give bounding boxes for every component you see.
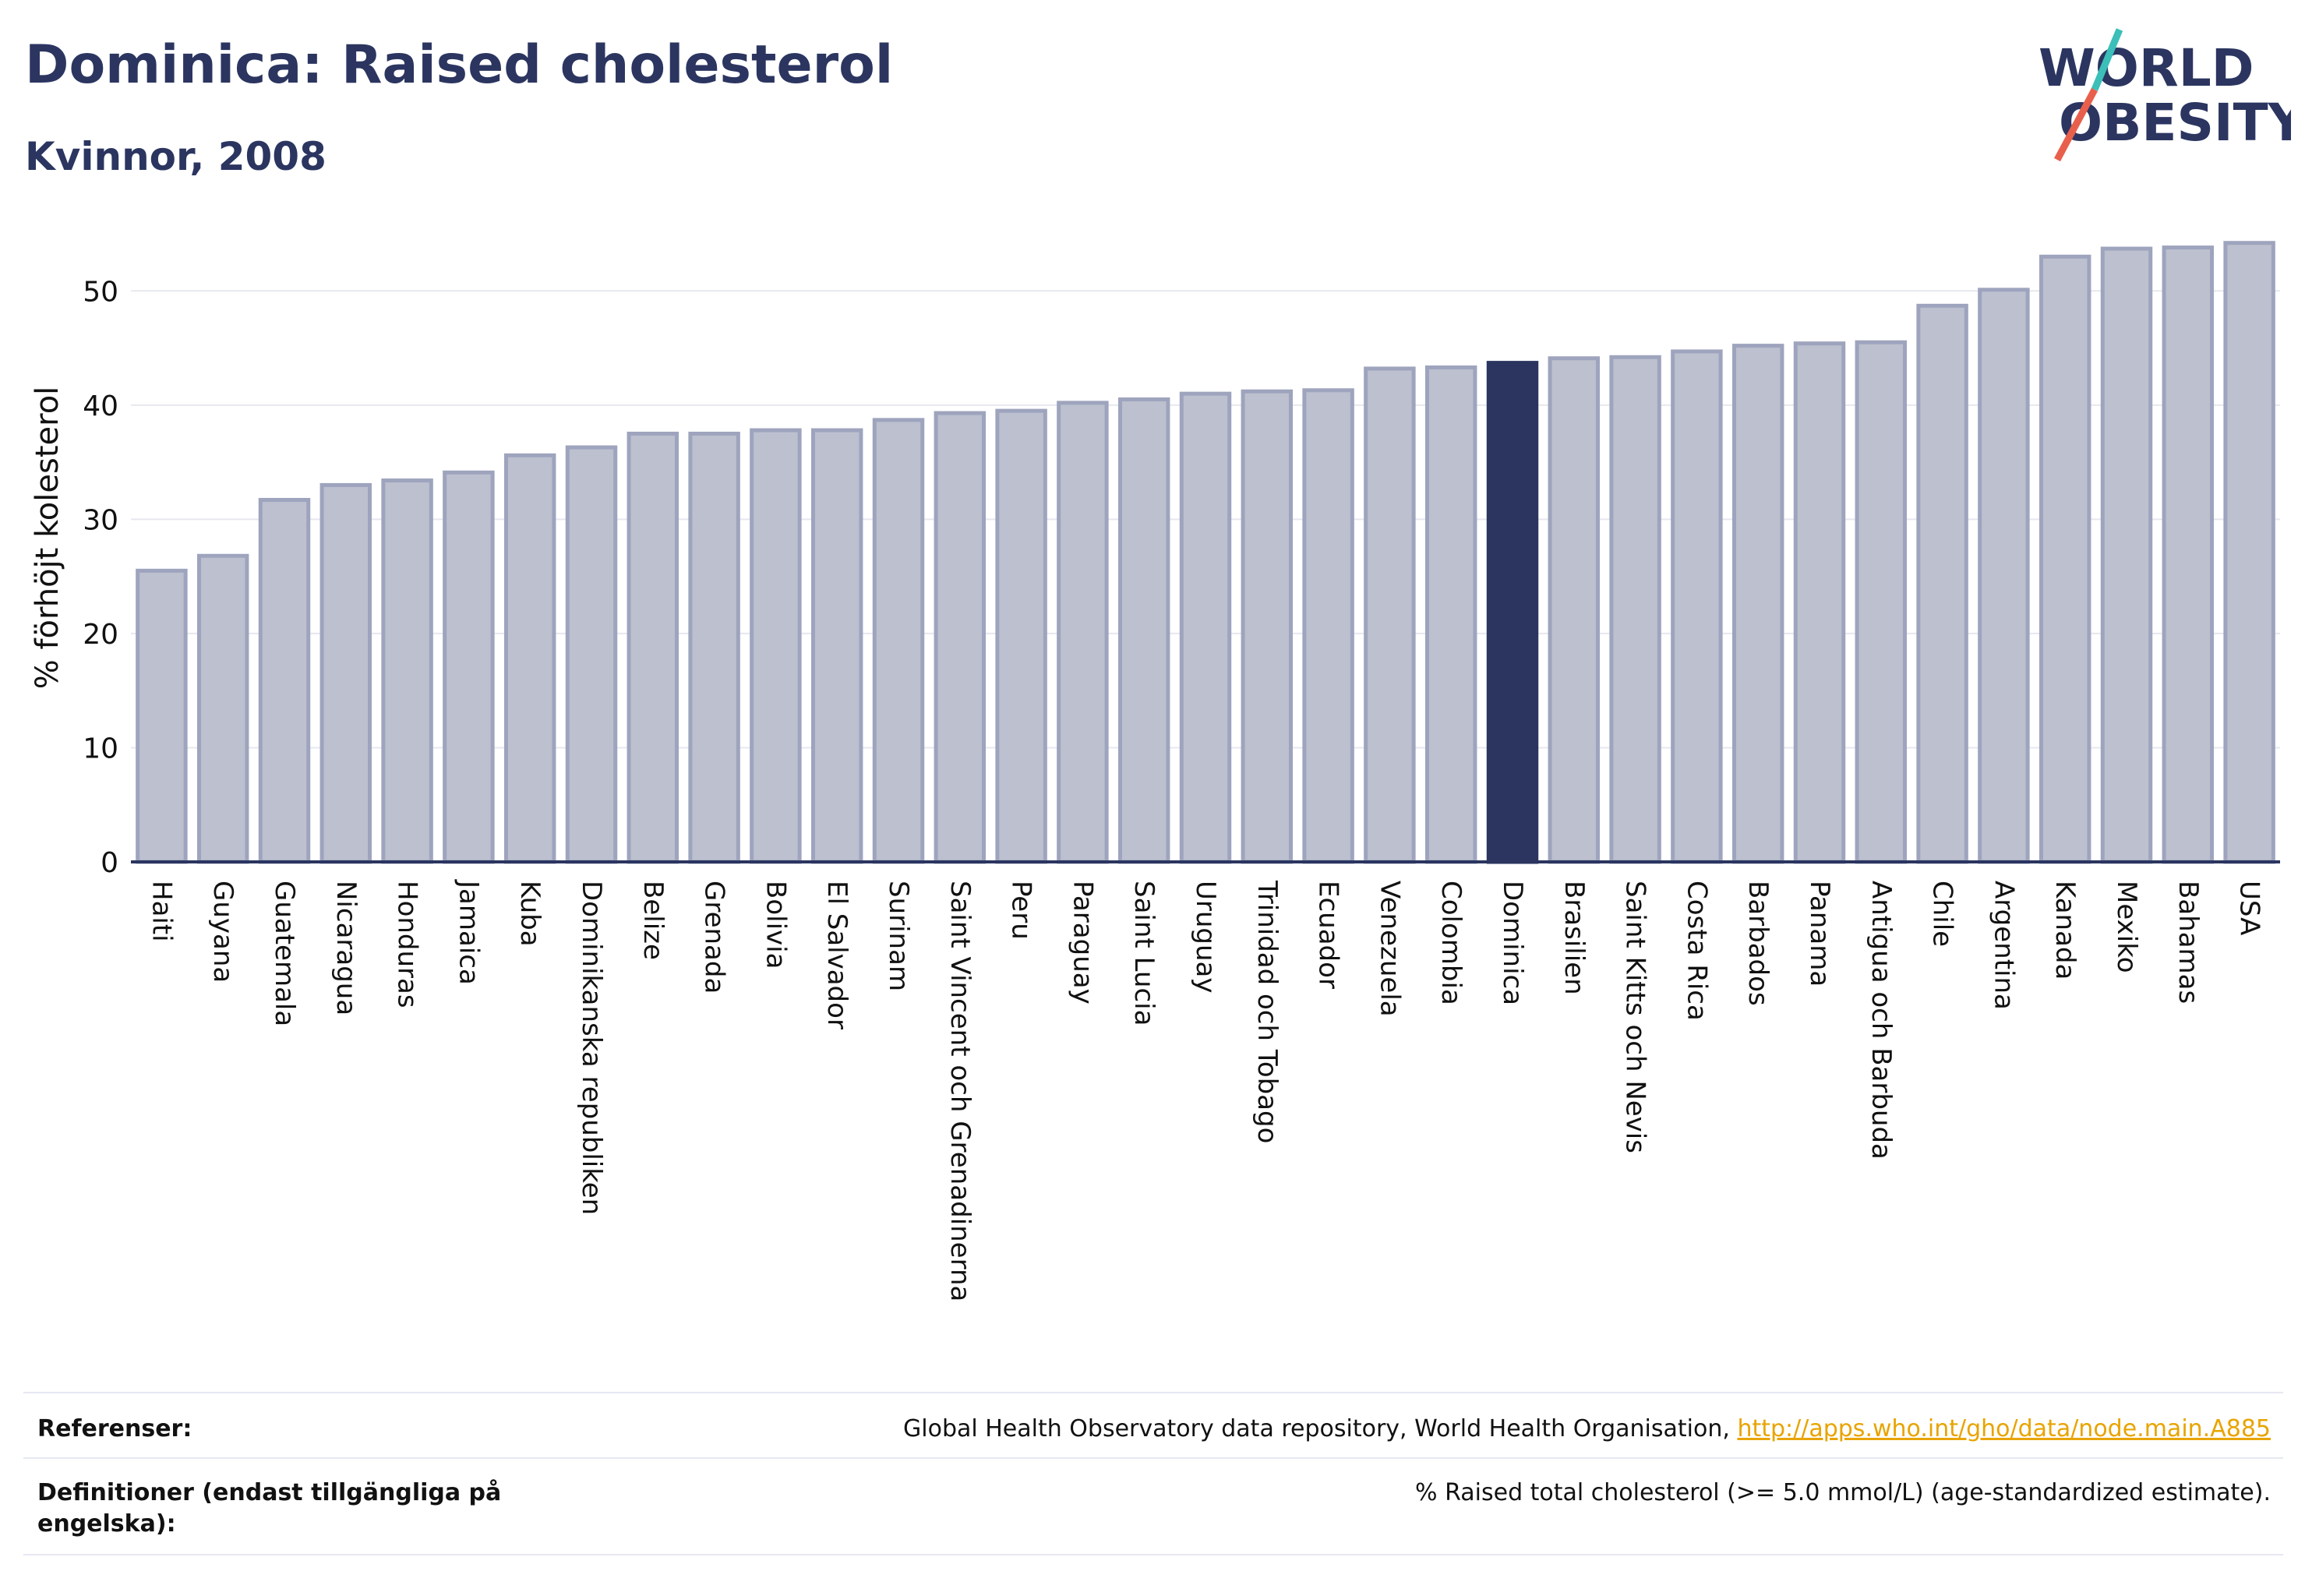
y-tick-label: 30 (83, 504, 118, 536)
x-tick-label: Chile (1927, 881, 1958, 947)
x-tick-label: Peru (1006, 881, 1037, 940)
y-tick-label: 10 (83, 733, 118, 764)
references-label: Referenser: (37, 1415, 192, 1442)
bar (196, 553, 249, 864)
logo-slash-teal (2091, 28, 2123, 91)
x-tick-label: Surinam (883, 881, 914, 991)
x-tick-label: Honduras (392, 881, 423, 1008)
bar (1978, 288, 2030, 864)
x-tick-label: Mexiko (2111, 881, 2142, 973)
bar (688, 431, 740, 864)
bar (995, 408, 1047, 864)
x-tick-label: Costa Rica (1681, 881, 1712, 1021)
y-tick-label: 40 (83, 390, 118, 422)
bar (2223, 241, 2275, 864)
bar (1548, 356, 1601, 864)
references-text: Global Health Observatory data repositor… (903, 1414, 2271, 1445)
references-link[interactable]: http://apps.who.int/gho/data/node.main.A… (1737, 1415, 2271, 1442)
x-tick-label: Guatemala (269, 881, 300, 1026)
y-tick-label: 50 (83, 276, 118, 308)
chart-title: Dominica: Raised cholesterol (25, 34, 894, 96)
bar (319, 482, 372, 864)
bar (258, 497, 311, 864)
footer-divider-bottom (23, 1554, 2283, 1555)
bar (1117, 397, 1170, 864)
bar-highlight (1486, 361, 1539, 864)
bar (1179, 391, 1232, 864)
y-tick-labels: 0 10 20 30 40 50 (83, 276, 118, 879)
bar (565, 445, 618, 864)
x-tick-label: Dominica (1497, 881, 1528, 1005)
references-source: Global Health Observatory data repositor… (903, 1415, 1738, 1442)
x-tick-label: Nicaragua (330, 881, 362, 1015)
bar (1424, 365, 1477, 864)
x-tick-label: Haiti (146, 881, 177, 942)
bar (2162, 245, 2215, 864)
bar (2100, 246, 2153, 864)
y-tick-label: 0 (101, 847, 118, 879)
x-tick-label: Ecuador (1313, 881, 1344, 989)
x-tick-label: Belize (637, 881, 669, 960)
bar (2038, 254, 2091, 864)
bar (1671, 349, 1723, 864)
x-tick-label: Argentina (1988, 881, 2019, 1010)
x-tick-label: USA (2234, 881, 2265, 935)
footer-divider-top (23, 1392, 2283, 1393)
logo-line2: OBESITY (2059, 93, 2291, 153)
bar (1057, 401, 1109, 864)
x-tick-label: Trinidad och Tobago (1251, 880, 1283, 1143)
bar (1364, 366, 1416, 864)
x-tick-label: Kuba (514, 881, 545, 947)
x-tick-label: El Salvador (821, 881, 852, 1029)
bar (1731, 344, 1784, 864)
y-axis-label: % förhöjt kolesterol (30, 387, 65, 690)
bar (1302, 388, 1354, 864)
logo-line1: WORLD (2038, 38, 2254, 98)
bar (872, 418, 925, 864)
bar (381, 478, 433, 864)
bar (750, 428, 802, 864)
x-tick-label: Paraguay (1067, 881, 1098, 1005)
definitions-label: Definitioner (endast tillgängliga på eng… (37, 1479, 502, 1538)
logo-slash-red (2054, 87, 2098, 162)
x-tick-label: Saint Vincent och Grenadinerna (944, 881, 976, 1301)
definitions-text: % Raised total cholesterol (>= 5.0 mmol/… (1415, 1479, 2271, 1506)
x-tick-label: Bolivia (760, 881, 791, 969)
x-tick-label: Dominikanska republiken (576, 881, 607, 1215)
bars (136, 241, 2275, 864)
bar (1916, 303, 1968, 864)
footer-divider-mid (23, 1457, 2283, 1459)
world-obesity-logo: WORLD OBESITY (2038, 28, 2291, 162)
x-tick-label: Barbados (1742, 881, 1774, 1006)
x-tick-labels: Haiti Guyana Guatemala Nicaragua Honduras Jam… (146, 879, 2264, 1301)
x-tick-label: Antigua och Barbuda (1866, 881, 1897, 1160)
bar (136, 568, 188, 864)
bar (810, 428, 863, 864)
bar (503, 453, 556, 864)
x-tick-label: Saint Lucia (1128, 881, 1160, 1026)
x-tick-label: Saint Kitts och Nevis (1620, 881, 1651, 1153)
chart-subtitle: Kvinnor, 2008 (25, 134, 327, 179)
bar (1609, 355, 1661, 864)
x-tick-label: Brasilien (1558, 881, 1590, 995)
bar (1241, 389, 1294, 864)
bar-chart: 0 10 20 30 40 50 Haiti Guyana Guatemala Nicaragu… (30, 241, 2280, 1301)
x-tick-label: Colombia (1435, 881, 1467, 1005)
x-tick-label: Uruguay (1190, 881, 1221, 994)
x-tick-label: Venezuela (1374, 881, 1405, 1017)
x-tick-label: Kanada (2049, 881, 2081, 980)
x-tick-label: Bahamas (2173, 881, 2204, 1004)
y-tick-label: 20 (83, 619, 118, 651)
bar (1793, 341, 1846, 864)
x-tick-label: Guyana (207, 881, 238, 983)
x-tick-label: Jamaica (453, 879, 484, 985)
x-tick-label: Grenada (699, 881, 730, 994)
bar (627, 431, 679, 864)
bar (934, 411, 987, 864)
bar (443, 470, 495, 864)
x-tick-label: Panama (1804, 881, 1835, 987)
bar (1855, 340, 1908, 864)
